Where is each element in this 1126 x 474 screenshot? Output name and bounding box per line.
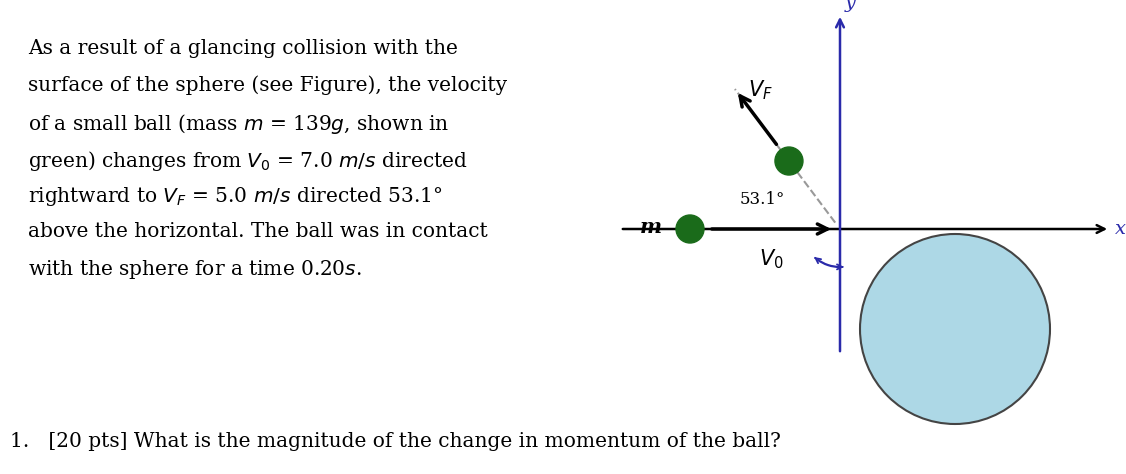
Text: surface of the sphere (see Figure), the velocity: surface of the sphere (see Figure), the … (28, 75, 507, 95)
Text: 1.   [20 pts] What is the magnitude of the change in momentum of the ball?: 1. [20 pts] What is the magnitude of the… (10, 432, 780, 451)
Text: with the sphere for a time 0.20$s$.: with the sphere for a time 0.20$s$. (28, 258, 361, 281)
Text: $V_F$: $V_F$ (748, 79, 772, 102)
Text: x: x (1115, 220, 1126, 238)
Text: 53.1°: 53.1° (740, 191, 785, 208)
Circle shape (676, 215, 704, 243)
Text: As a result of a glancing collision with the: As a result of a glancing collision with… (28, 39, 458, 58)
Text: $V_0$: $V_0$ (759, 247, 784, 271)
Circle shape (860, 234, 1051, 424)
Text: above the horizontal. The ball was in contact: above the horizontal. The ball was in co… (28, 221, 488, 240)
Circle shape (775, 147, 803, 175)
Text: m: m (640, 217, 662, 237)
Text: rightward to $V_F$ = 5.0 $m/s$ directed 53.1°: rightward to $V_F$ = 5.0 $m/s$ directed … (28, 185, 443, 208)
Text: of a small ball (mass $m$ = 139$g$, shown in: of a small ball (mass $m$ = 139$g$, show… (28, 112, 449, 136)
Text: y: y (844, 0, 856, 12)
Text: green) changes from $V_0$ = 7.0 $m/s$ directed: green) changes from $V_0$ = 7.0 $m/s$ di… (28, 148, 468, 173)
